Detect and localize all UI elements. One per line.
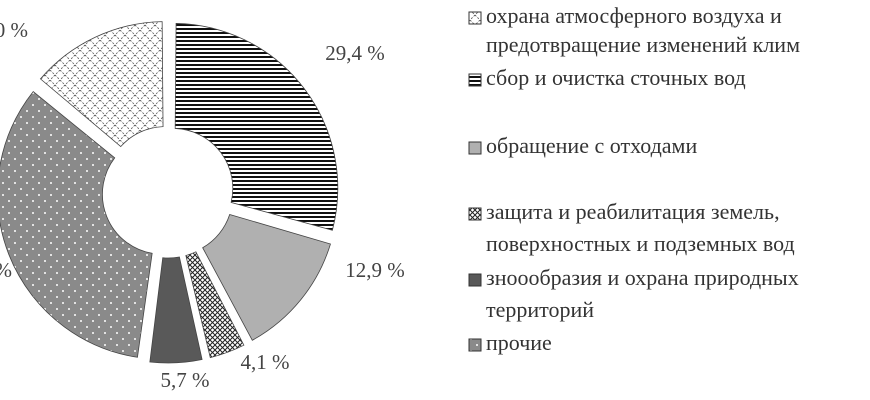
legend-marker bbox=[468, 207, 482, 221]
legend-marker bbox=[468, 141, 482, 155]
data-label: 29,4 % bbox=[325, 41, 385, 65]
legend-text: поверхностных и подземных вод bbox=[486, 231, 795, 256]
legend-marker bbox=[468, 11, 482, 25]
legend-text: охрана атмосферного воздуха и bbox=[486, 3, 782, 28]
slice bbox=[185, 251, 245, 359]
data-label: 12,9 % bbox=[345, 258, 405, 282]
legend-marker bbox=[468, 338, 482, 352]
legend-text: обращение с отходами bbox=[486, 133, 697, 158]
data-label: 4,1 % bbox=[241, 350, 290, 374]
data-label: 33,9 % bbox=[0, 258, 12, 282]
legend-text: зноообразия и охрана природных bbox=[486, 265, 799, 290]
data-label: 14,0 % bbox=[0, 18, 28, 42]
legend-text: защита и реабилитация земель, bbox=[486, 199, 780, 224]
legend-text: сбор и очистка сточных вод bbox=[486, 65, 746, 90]
slice bbox=[174, 23, 339, 231]
legend-text: прочие bbox=[486, 330, 552, 355]
slice bbox=[149, 256, 203, 364]
legend-marker bbox=[468, 73, 482, 87]
legend-marker bbox=[468, 273, 482, 287]
slice bbox=[0, 91, 153, 358]
slice bbox=[39, 21, 164, 148]
legend-text: территорий bbox=[486, 297, 594, 322]
slice bbox=[202, 213, 331, 341]
legend-text: предотвращение изменений клим bbox=[486, 32, 800, 57]
data-label: 5,7 % bbox=[161, 368, 210, 392]
